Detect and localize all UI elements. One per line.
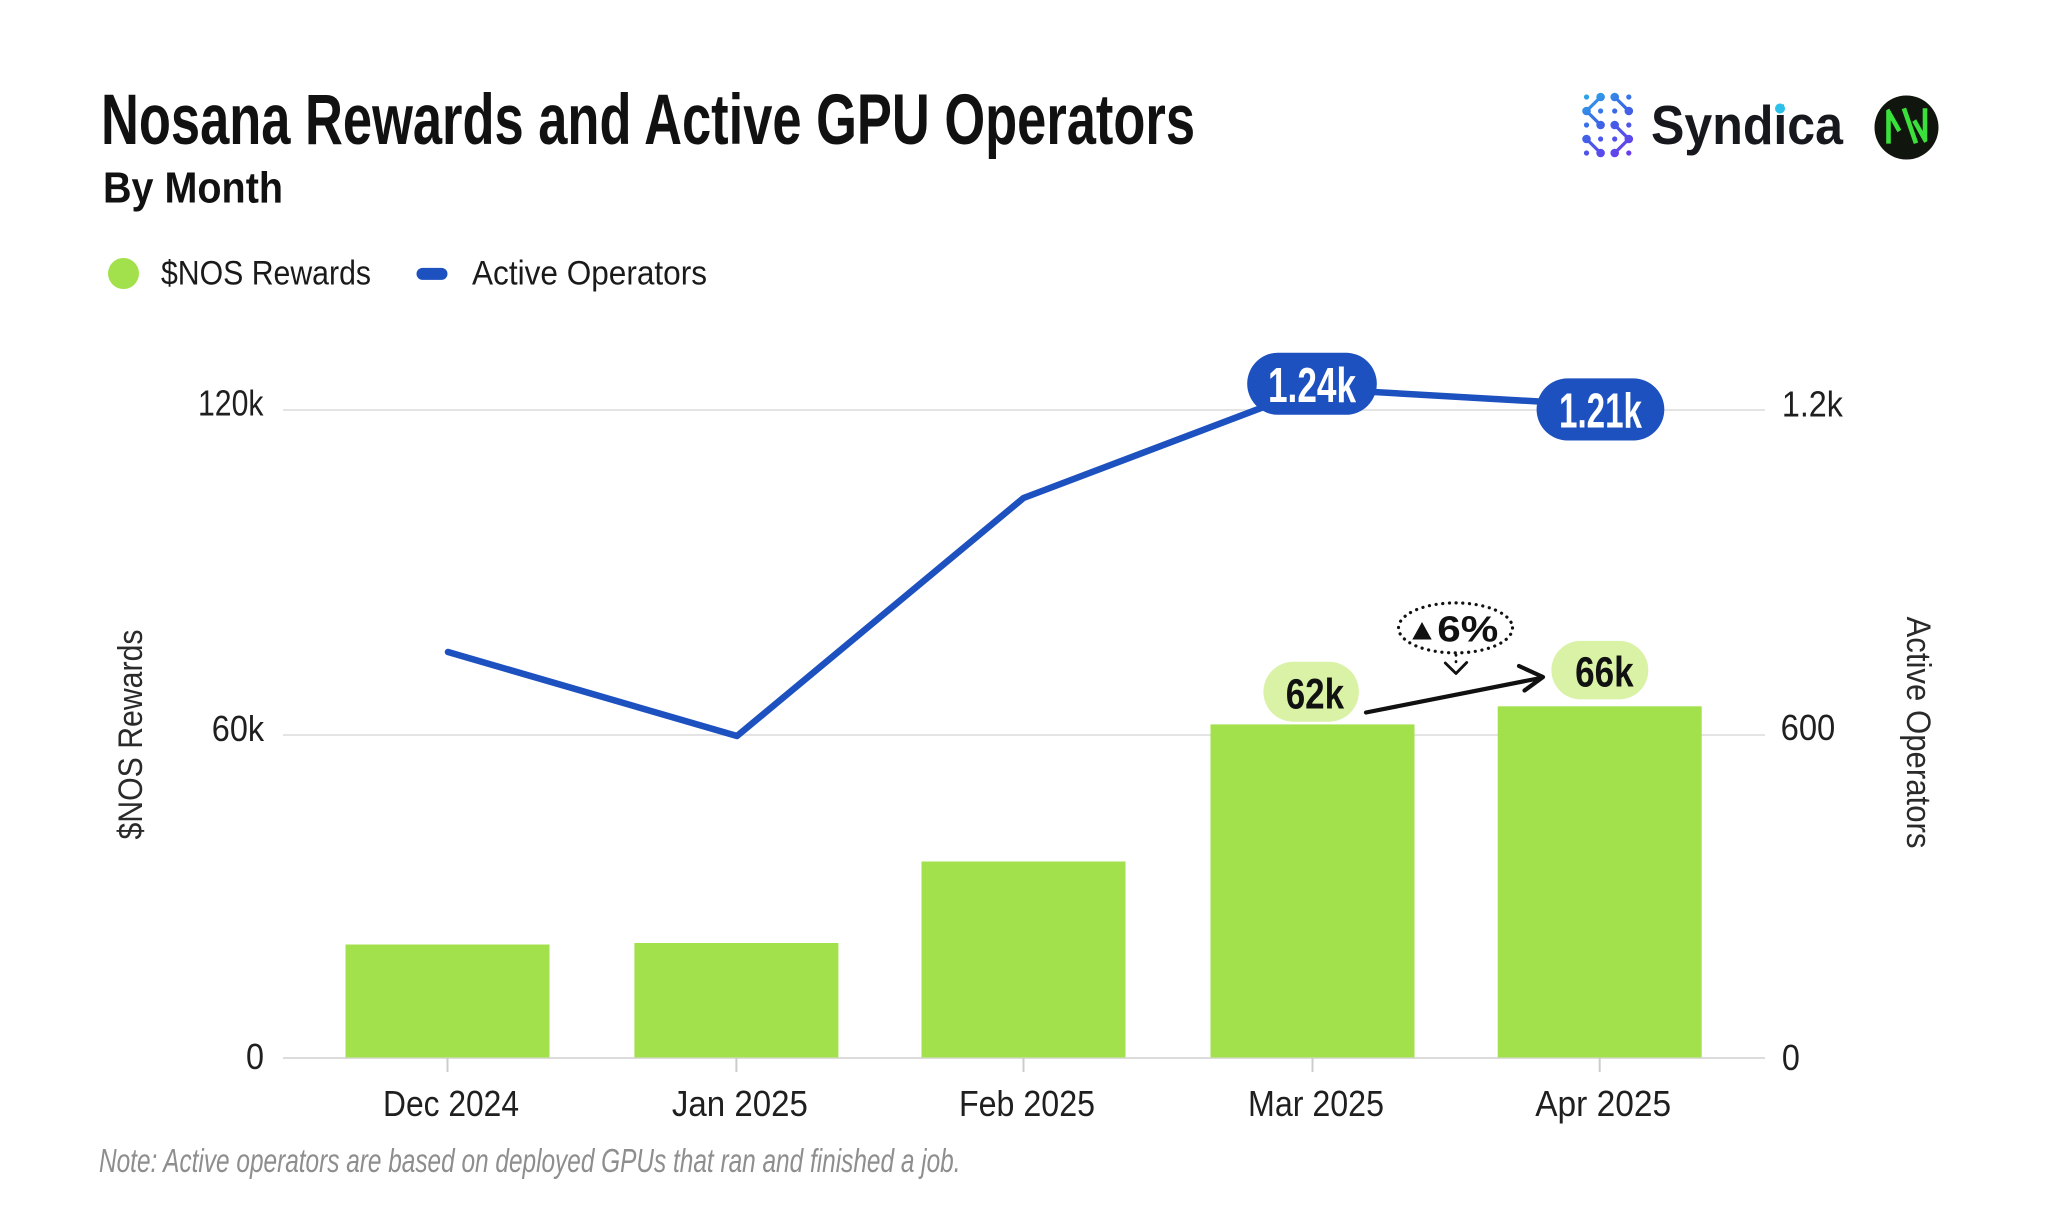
svg-text:Nosana Rewards and Active GPU: Nosana Rewards and Active GPU Operators [101, 81, 1195, 160]
svg-text:0: 0 [1782, 1037, 1800, 1078]
svg-text:6%: 6% [1437, 609, 1498, 650]
svg-text:Note: Active operators are bas: Note: Active operators are based on depl… [99, 1142, 961, 1179]
svg-text:Jan 2025: Jan 2025 [672, 1083, 808, 1124]
svg-text:$NOS Rewards: $NOS Rewards [161, 255, 371, 293]
svg-text:0: 0 [246, 1036, 264, 1077]
svg-text:By Month: By Month [103, 164, 283, 213]
svg-text:60k: 60k [212, 708, 265, 749]
svg-text:$NOS Rewards: $NOS Rewards [112, 630, 150, 840]
svg-text:62k: 62k [1286, 671, 1344, 719]
svg-text:1.2k: 1.2k [1782, 384, 1844, 425]
svg-text:Active Operators: Active Operators [1899, 617, 1937, 849]
svg-text:Feb 2025: Feb 2025 [959, 1083, 1095, 1124]
svg-text:1.24k: 1.24k [1268, 359, 1357, 413]
svg-text:Active Operators: Active Operators [472, 255, 707, 293]
svg-text:Syndica: Syndica [1651, 94, 1843, 156]
svg-text:600: 600 [1781, 707, 1836, 748]
svg-text:Mar 2025: Mar 2025 [1248, 1083, 1384, 1124]
svg-text:120k: 120k [198, 383, 264, 424]
svg-text:66k: 66k [1575, 649, 1634, 697]
svg-text:Apr 2025: Apr 2025 [1535, 1083, 1671, 1124]
svg-text:Dec 2024: Dec 2024 [383, 1083, 519, 1124]
svg-text:1.21k: 1.21k [1559, 385, 1643, 439]
